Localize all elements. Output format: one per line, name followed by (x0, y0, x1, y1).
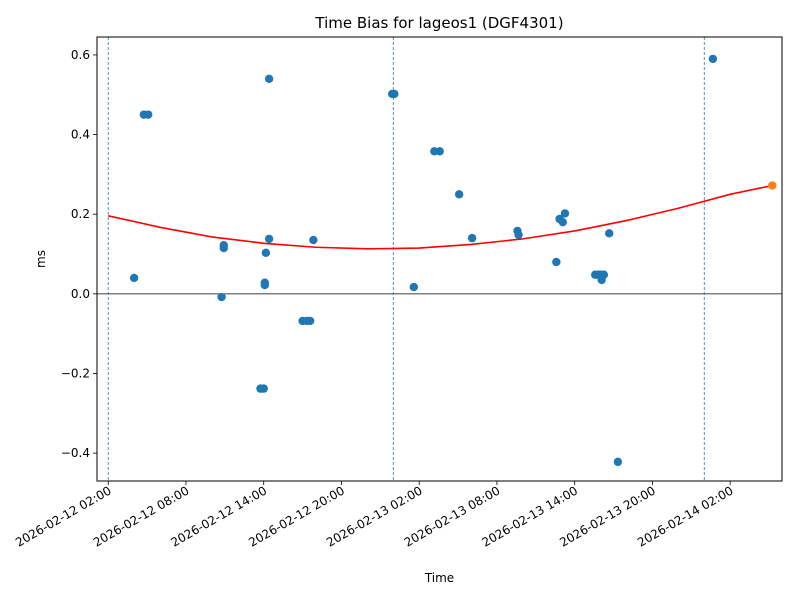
data-point (435, 147, 444, 156)
data-point (305, 316, 315, 326)
data-point (219, 241, 228, 250)
y-tick-label: 0.2 (71, 207, 90, 221)
data-point (264, 234, 274, 244)
data-point (560, 209, 570, 218)
y-axis-label: ms (34, 250, 48, 268)
chart-title: Time Bias for lageos1 (DGF4301) (314, 14, 563, 32)
data-point (467, 233, 477, 243)
data-point (708, 54, 718, 64)
data-point (217, 292, 226, 302)
data-point (599, 270, 609, 279)
data-point (552, 257, 561, 267)
y-tick-label: −0.2 (61, 366, 90, 380)
data-point (613, 457, 623, 467)
y-tick-label: 0.4 (71, 128, 90, 142)
axes-frame (96, 36, 783, 482)
y-tick-label: 0.6 (71, 48, 90, 62)
data-point (143, 110, 153, 119)
y-tick-label: 0.0 (71, 287, 90, 301)
data-point (264, 74, 274, 84)
data-point (514, 230, 523, 240)
data-point (454, 190, 464, 199)
data-point (260, 280, 269, 290)
prediction-point (768, 181, 777, 190)
data-point (129, 273, 139, 283)
data-point (409, 282, 419, 292)
data-point (390, 89, 399, 99)
x-axis-label: Time (424, 571, 454, 585)
data-point (309, 235, 318, 245)
y-tick-label: −0.4 (61, 446, 90, 460)
data-point (259, 384, 268, 393)
data-point (558, 217, 568, 227)
fit-curve-line (108, 184, 773, 250)
data-point (261, 248, 271, 258)
data-point (605, 229, 614, 238)
